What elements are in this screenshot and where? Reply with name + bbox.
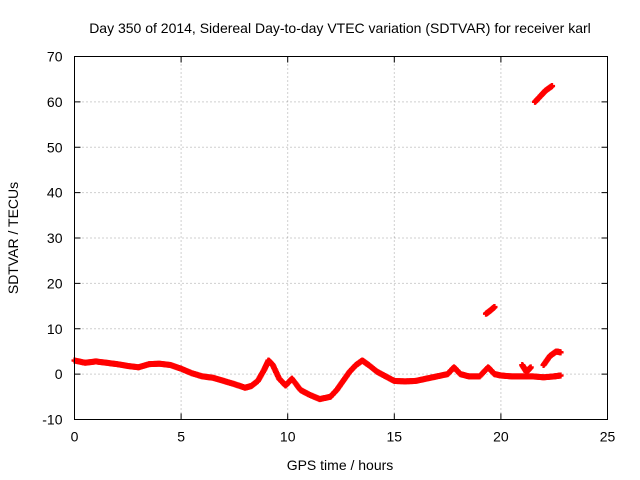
series-segment-main-trace xyxy=(71,357,564,403)
series-segment-cluster-21 xyxy=(519,362,534,375)
y-tick-labels: -10 0 10 20 30 40 50 60 70 xyxy=(42,49,62,428)
y-tick-label: 50 xyxy=(47,139,63,155)
data-point xyxy=(557,349,564,356)
x-axis-label: GPS time / hours xyxy=(287,457,394,473)
grid-lines xyxy=(74,56,608,420)
series-segment-cluster-22 xyxy=(540,348,564,369)
x-tick-label: 10 xyxy=(280,429,296,445)
data-point xyxy=(549,82,556,89)
y-tick-label: -10 xyxy=(42,412,62,428)
y-tick-label: 40 xyxy=(47,185,63,201)
data-point xyxy=(527,364,534,371)
series-segment-cluster-60 xyxy=(532,82,556,105)
y-tick-label: 30 xyxy=(47,230,63,246)
data-point xyxy=(491,303,498,310)
plot-frame xyxy=(74,56,608,420)
x-tick-label: 15 xyxy=(387,429,403,445)
x-tick-label: 20 xyxy=(493,429,509,445)
x-tick-label: 0 xyxy=(71,429,79,445)
x-tick-labels: 0 5 10 15 20 25 xyxy=(71,429,616,445)
x-tick-label: 5 xyxy=(177,429,185,445)
y-tick-label: 70 xyxy=(47,49,63,65)
y-axis-label: SDTVAR / TECUs xyxy=(5,182,21,294)
y-tick-label: 60 xyxy=(47,94,63,110)
x-tick-label: 25 xyxy=(600,429,616,445)
y-tick-label: 20 xyxy=(47,275,63,291)
chart-title: Day 350 of 2014, Sidereal Day-to-day VTE… xyxy=(89,20,591,36)
data-point xyxy=(557,372,564,379)
y-tick-label: 10 xyxy=(47,321,63,337)
y-tick-label: 0 xyxy=(55,366,63,382)
series-segment-cluster-20 xyxy=(482,303,498,317)
data-points xyxy=(71,82,564,403)
